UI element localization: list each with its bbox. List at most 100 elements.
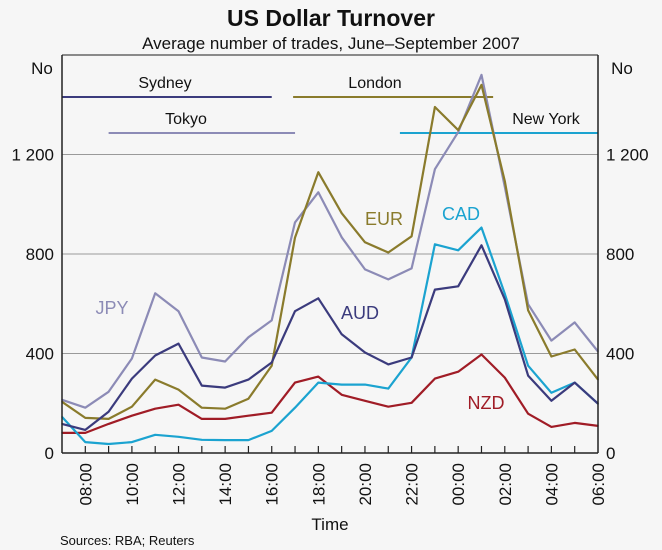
data-point-eur: [410, 235, 413, 238]
data-point-cad: [224, 439, 226, 441]
data-point-aud: [107, 410, 110, 413]
data-point-aud: [550, 399, 553, 402]
data-point-cad: [503, 293, 506, 295]
data-point-eur: [340, 212, 343, 215]
data-point-eur: [224, 407, 226, 410]
data-point-jpy: [364, 268, 366, 271]
data-point-jpy: [480, 74, 483, 76]
series-label-eur: EUR: [365, 209, 403, 229]
series-label-cad: CAD: [442, 204, 480, 224]
data-point-nzd: [224, 418, 226, 420]
data-point-cad: [177, 436, 180, 438]
data-point-nzd: [317, 375, 320, 378]
y-tick-label-left: 800: [26, 245, 54, 264]
data-point-nzd: [340, 393, 343, 396]
y-tick-label-right: 0: [606, 444, 615, 463]
series-line-nzd: [62, 353, 599, 434]
data-point-jpy: [573, 321, 576, 324]
chart-title: US Dollar Turnover: [227, 5, 435, 31]
data-point-eur: [84, 417, 87, 419]
series-line-aud: [61, 244, 599, 431]
x-tick-label: 06:00: [589, 463, 608, 506]
data-point-nzd: [434, 377, 436, 380]
data-point-cad: [317, 381, 320, 384]
data-point-nzd: [503, 376, 506, 379]
data-point-nzd: [201, 418, 203, 420]
data-point-jpy: [410, 267, 413, 270]
data-point-aud: [270, 361, 273, 364]
data-point-eur: [177, 388, 180, 391]
series-label-jpy: JPY: [95, 298, 128, 318]
data-point-aud: [387, 363, 390, 366]
data-point-cad: [131, 441, 133, 443]
y-axis-label-left: No: [31, 59, 53, 78]
data-point-nzd: [480, 353, 483, 356]
data-point-nzd: [364, 399, 366, 402]
data-point-cad: [340, 383, 343, 386]
data-point-cad: [270, 430, 273, 432]
data-point-eur: [457, 129, 459, 131]
data-point-jpy: [154, 292, 157, 295]
data-point-jpy: [434, 168, 436, 170]
series-label-nzd: NZD: [468, 393, 505, 413]
data-point-jpy: [201, 356, 203, 359]
x-tick-label: 04:00: [542, 463, 561, 506]
data-point-eur: [107, 418, 110, 420]
data-point-nzd: [84, 432, 87, 434]
data-point-eur: [503, 180, 506, 182]
data-point-cad: [201, 439, 203, 441]
data-point-eur: [387, 251, 390, 254]
data-point-aud: [527, 374, 529, 377]
data-point-eur: [364, 241, 366, 244]
y-tick-label-left: 400: [26, 345, 54, 364]
y-tick-label-right: 400: [606, 345, 634, 364]
data-point-nzd: [410, 401, 413, 404]
data-point-aud: [201, 384, 203, 387]
session-label: London: [348, 75, 401, 92]
data-point-jpy: [340, 236, 343, 239]
data-point-jpy: [294, 221, 296, 224]
data-point-aud: [317, 297, 320, 300]
x-tick-label: 20:00: [356, 463, 375, 506]
data-point-eur: [247, 397, 250, 400]
data-point-cad: [434, 243, 436, 246]
x-tick-label: 10:00: [123, 463, 142, 506]
data-point-aud: [247, 378, 250, 381]
data-point-jpy: [131, 357, 133, 360]
y-tick-label-left: 1 200: [11, 146, 54, 165]
data-point-aud: [364, 351, 366, 354]
data-point-eur: [270, 364, 273, 367]
y-axis-label-right: No: [611, 59, 633, 78]
data-point-eur: [550, 355, 553, 358]
data-point-nzd: [527, 412, 529, 415]
data-point-cad: [84, 441, 87, 443]
data-point-nzd: [131, 414, 133, 417]
data-point-jpy: [177, 310, 180, 313]
data-point-nzd: [107, 423, 110, 425]
data-point-nzd: [573, 422, 576, 424]
series-line-eur: [61, 83, 599, 420]
data-point-jpy: [84, 406, 87, 409]
data-point-cad: [527, 364, 529, 367]
data-point-jpy: [457, 131, 459, 133]
x-tick-label: 00:00: [449, 463, 468, 506]
data-point-aud: [340, 333, 343, 336]
x-tick-label: 02:00: [496, 463, 515, 506]
session-label: New York: [512, 111, 581, 128]
data-point-aud: [224, 386, 226, 389]
data-point-cad: [107, 443, 110, 445]
data-point-nzd: [270, 411, 273, 414]
data-point-nzd: [294, 381, 296, 384]
x-tick-label: 18:00: [309, 463, 328, 506]
data-point-cad: [457, 249, 459, 252]
data-point-jpy: [224, 360, 226, 363]
data-point-aud: [457, 285, 459, 288]
data-point-aud: [434, 288, 436, 291]
data-point-aud: [410, 356, 413, 359]
data-point-eur: [573, 348, 576, 351]
y-tick-label-right: 1 200: [606, 146, 649, 165]
data-point-nzd: [177, 403, 180, 406]
data-point-cad: [294, 406, 296, 409]
data-point-jpy: [247, 336, 250, 339]
